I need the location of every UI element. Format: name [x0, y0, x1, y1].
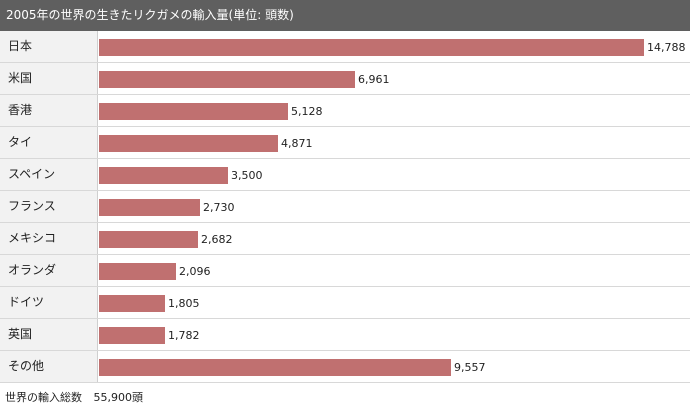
- bar: [99, 39, 644, 56]
- category-label: 日本: [0, 31, 98, 62]
- chart-row: フランス 2,730: [0, 191, 690, 223]
- bar: [99, 359, 451, 376]
- chart-row: スペイン 3,500: [0, 159, 690, 191]
- bar-value-label: 9,557: [454, 361, 486, 374]
- bar-value-label: 4,871: [281, 137, 313, 150]
- category-label: その他: [0, 351, 98, 382]
- category-label: オランダ: [0, 255, 98, 286]
- bar-value-label: 1,782: [168, 329, 200, 342]
- bar: [99, 199, 200, 216]
- chart-title: 2005年の世界の生きたリクガメの輸入量(単位: 頭数): [0, 0, 690, 31]
- category-label: 香港: [0, 95, 98, 126]
- bar: [99, 263, 176, 280]
- category-label: スペイン: [0, 159, 98, 190]
- category-label: フランス: [0, 191, 98, 222]
- bar-value-label: 6,961: [358, 73, 390, 86]
- bar: [99, 135, 278, 152]
- bar-value-label: 14,788: [647, 41, 686, 54]
- bar: [99, 103, 288, 120]
- chart-row: 米国 6,961: [0, 63, 690, 95]
- category-label: メキシコ: [0, 223, 98, 254]
- category-label: ドイツ: [0, 287, 98, 318]
- chart-row: 英国 1,782: [0, 319, 690, 351]
- total-imports: 世界の輸入総数 55,900頭: [5, 388, 151, 408]
- bar: [99, 167, 228, 184]
- bar: [99, 327, 165, 344]
- chart-row: メキシコ 2,682: [0, 223, 690, 255]
- bar-value-label: 5,128: [291, 105, 323, 118]
- chart-row: ドイツ 1,805: [0, 287, 690, 319]
- total-imports-value: 55,900頭: [93, 391, 144, 404]
- chart-row: タイ 4,871: [0, 127, 690, 159]
- chart-row: その他 9,557: [0, 351, 690, 383]
- category-label: タイ: [0, 127, 98, 158]
- chart-row: オランダ 2,096: [0, 255, 690, 287]
- bar: [99, 295, 165, 312]
- category-label: 英国: [0, 319, 98, 350]
- total-imports-label: 世界の輸入総数: [5, 391, 82, 404]
- bar-value-label: 1,805: [168, 297, 200, 310]
- chart-row: 日本 14,788: [0, 31, 690, 63]
- bar-chart: 日本 14,788 米国 6,961 香港 5,128 タイ 4,871 スペイン 3,500 フラ…: [0, 31, 690, 383]
- bar-value-label: 3,500: [231, 169, 263, 182]
- bar-value-label: 2,096: [179, 265, 211, 278]
- bar-value-label: 2,730: [203, 201, 235, 214]
- bar: [99, 231, 198, 248]
- chart-row: 香港 5,128: [0, 95, 690, 127]
- bar-value-label: 2,682: [201, 233, 233, 246]
- bar: [99, 71, 355, 88]
- category-label: 米国: [0, 63, 98, 94]
